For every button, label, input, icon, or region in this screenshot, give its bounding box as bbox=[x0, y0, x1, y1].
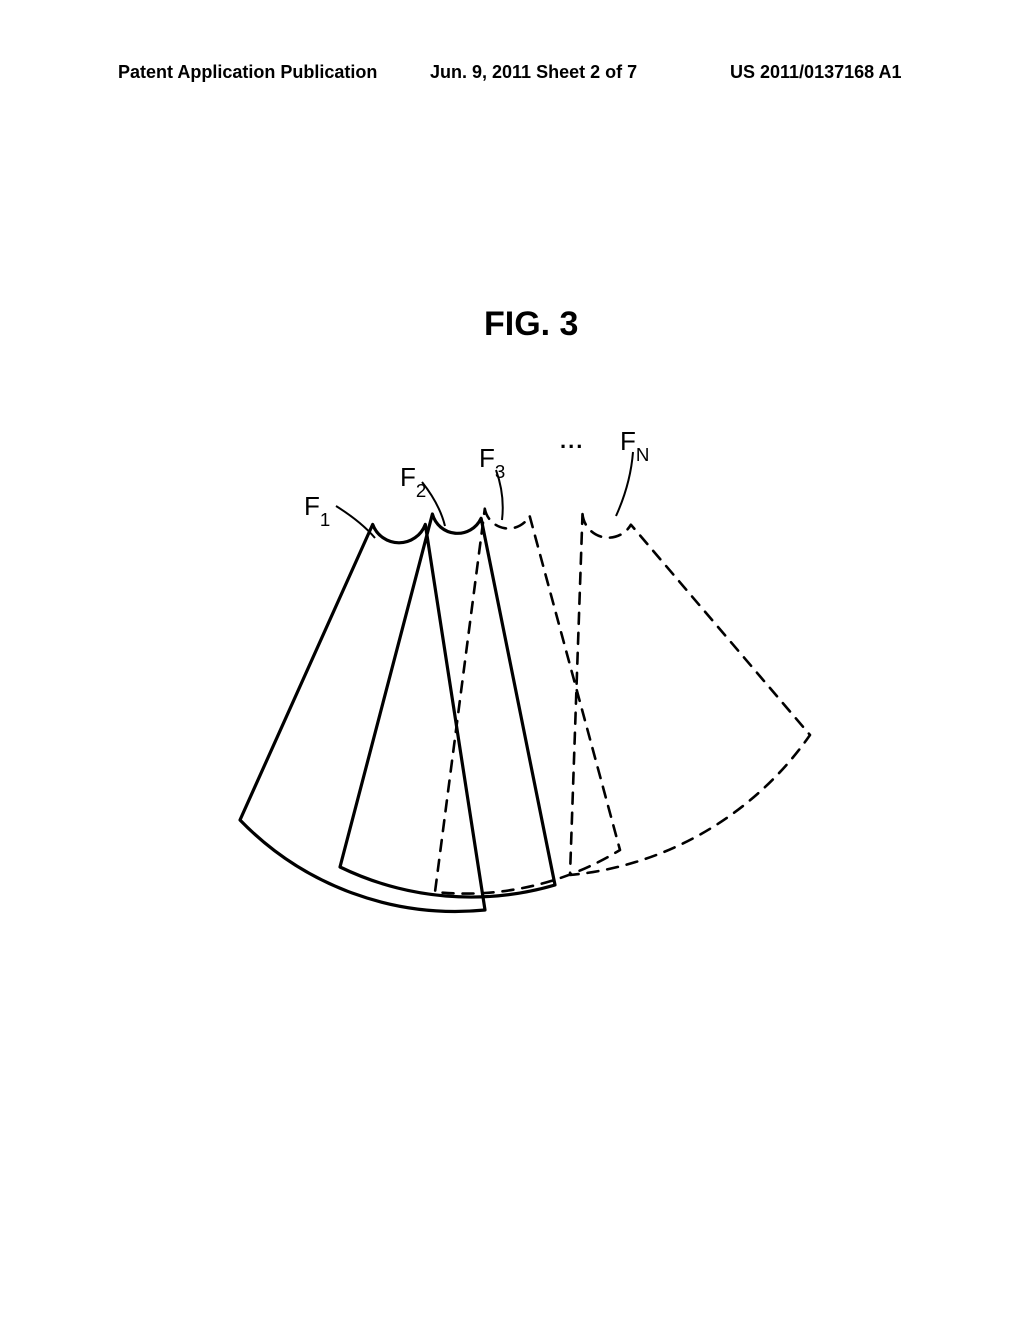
figure-drawing bbox=[200, 430, 840, 970]
header-center: Jun. 9, 2011 Sheet 2 of 7 bbox=[430, 62, 637, 83]
figure-title: FIG. 3 bbox=[484, 305, 578, 344]
header-left: Patent Application Publication bbox=[118, 62, 377, 83]
page: Patent Application Publication Jun. 9, 2… bbox=[0, 0, 1024, 1320]
header-right: US 2011/0137168 A1 bbox=[730, 62, 901, 83]
